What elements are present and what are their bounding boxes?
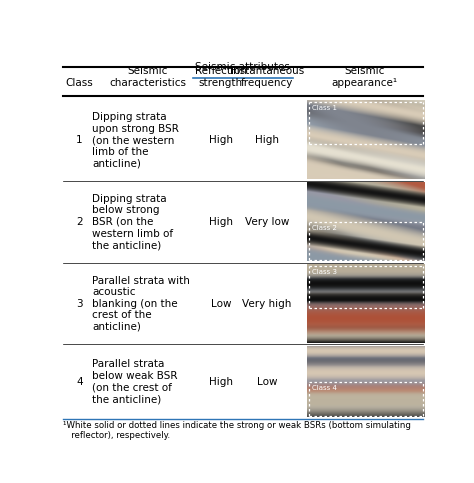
Text: ¹White solid or dotted lines indicate the strong or weak BSRs (bottom simulating: ¹White solid or dotted lines indicate th… — [63, 421, 411, 440]
Text: Class: Class — [65, 78, 93, 88]
Text: Seismic attributes: Seismic attributes — [195, 62, 291, 72]
Text: High: High — [209, 217, 233, 227]
Text: Instantaneous
frequency: Instantaneous frequency — [230, 66, 304, 88]
Text: Low: Low — [256, 377, 277, 387]
Text: 2: 2 — [76, 217, 83, 227]
Text: Dipping strata
upon strong BSR
(on the western
limb of the
anticline): Dipping strata upon strong BSR (on the w… — [92, 112, 179, 169]
Text: Low: Low — [210, 299, 231, 309]
Text: Class 2: Class 2 — [312, 225, 337, 231]
Text: 3: 3 — [76, 299, 83, 309]
Text: Class 4: Class 4 — [312, 385, 337, 391]
Text: High: High — [209, 377, 233, 387]
Text: Reflection
strength: Reflection strength — [195, 66, 247, 88]
Text: Very low: Very low — [245, 217, 289, 227]
Text: Parallel strata
below weak BSR
(on the crest of
the anticline): Parallel strata below weak BSR (on the c… — [92, 359, 178, 404]
Text: Seismic
appearance¹: Seismic appearance¹ — [331, 66, 397, 88]
Text: Class 3: Class 3 — [312, 269, 337, 275]
Text: Parallel strata with
acoustic
blanking (on the
crest of the
anticline): Parallel strata with acoustic blanking (… — [92, 276, 190, 332]
Text: 4: 4 — [76, 377, 83, 387]
Text: Class 1: Class 1 — [312, 105, 337, 111]
Text: Seismic
characteristics: Seismic characteristics — [109, 66, 186, 88]
Text: Very high: Very high — [242, 299, 292, 309]
Text: High: High — [209, 135, 233, 145]
Text: Dipping strata
below strong
BSR (on the
western limb of
the anticline): Dipping strata below strong BSR (on the … — [92, 194, 173, 250]
Text: 1: 1 — [76, 135, 83, 145]
Text: High: High — [255, 135, 279, 145]
